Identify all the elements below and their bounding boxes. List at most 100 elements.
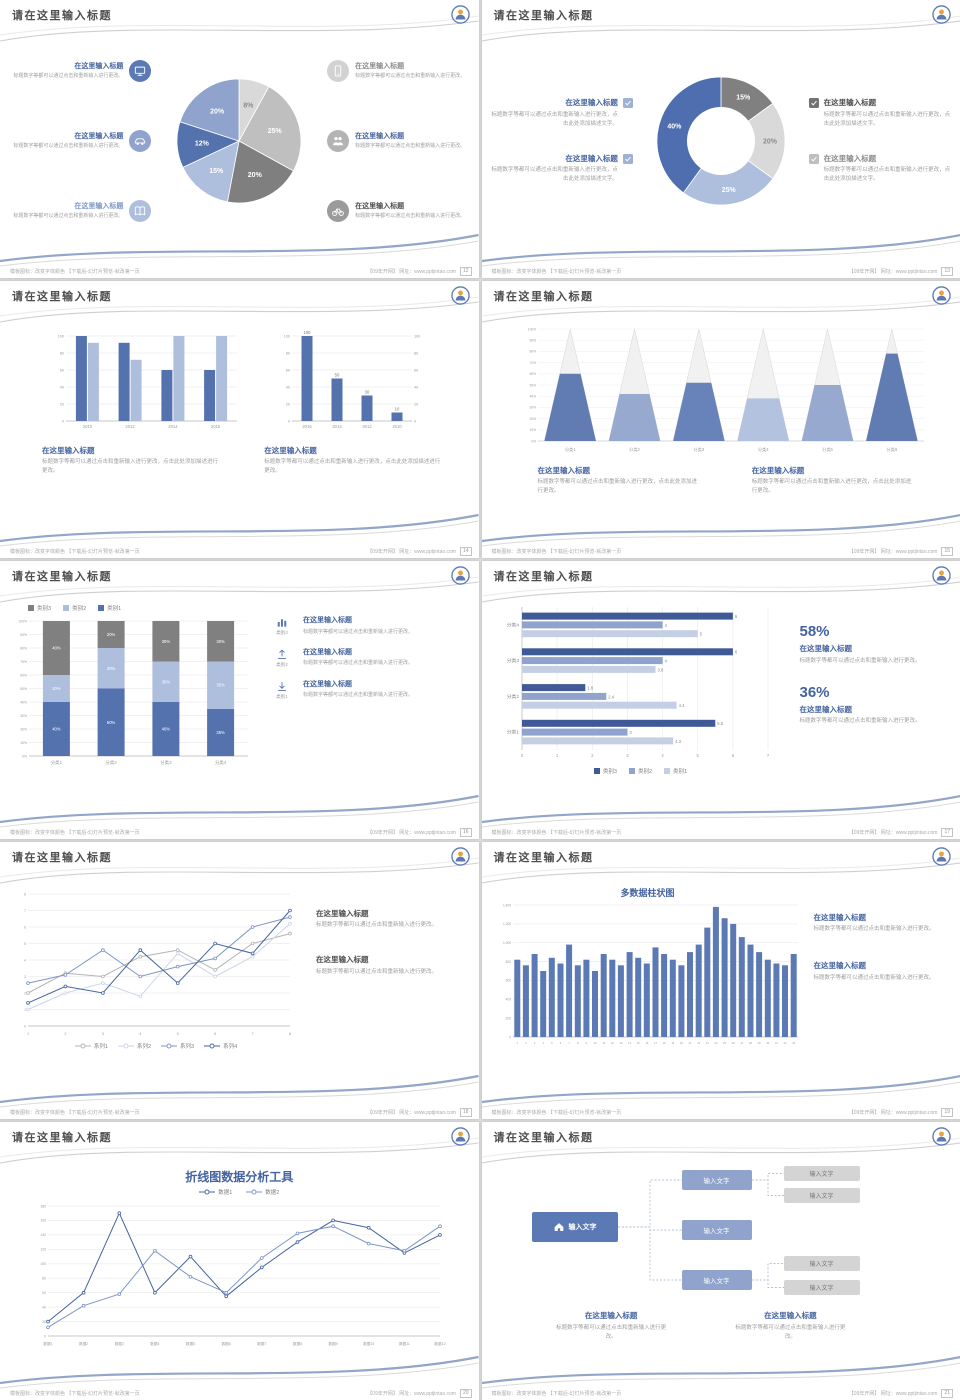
flow-mid-box[interactable]: 输入文字	[681, 1220, 752, 1241]
slide-16[interactable]: 请在这里输入标题 类别3 类别2 类别1 0% 10% 20% 30% 40% 50% 60% 70%…	[0, 561, 479, 839]
svg-text:6: 6	[24, 925, 26, 929]
checklist-item: 在这里输入标题 标题数字等都可以通过点击和重新输入进行更改，点击此处添加描述文字。	[808, 153, 952, 185]
legend-label: 类别1	[107, 606, 122, 613]
legend-marker	[199, 1189, 216, 1195]
flow-root-box[interactable]: 输入文字	[531, 1212, 618, 1243]
legend-swatch	[593, 768, 600, 775]
slide-14[interactable]: 请在这里输入标题 0 20 40 60 80 100 2010 2012 2014 2016 0 0 20…	[0, 280, 479, 559]
footer-right-text: 【09年开网】 网址：www.pptjintao.com	[848, 268, 938, 275]
info-item-texts: 在这里输入标题 标题数字等都可以通过点击和重新输入进行更改。	[355, 131, 465, 150]
legend-swatch	[63, 605, 70, 612]
footer-left-text: 模板图标：改变字体颜色 【下载后-幻灯片预览-就改第一页	[10, 549, 140, 556]
slide-18[interactable]: 请在这里输入标题 0 1 2 3 4 5 6 7 8 1 2 3 4 5 6 7 8 系列1 系列2 系列3 系列4 在这里…	[0, 841, 479, 1120]
slide-footer: 模板图标：改变字体颜色 【下载后-幻灯片预览-就改第一页 【09年开网】 网址：w…	[10, 266, 472, 276]
pyramid-chart: 0% 10% 20% 30% 40% 50% 60% 70% 80% 90% 100% 分类1 分类2 分…	[520, 325, 929, 453]
stacked-info-item: 类别1 在这里输入标题 标题数字等都可以通过点击和重新输入进行更改。	[268, 679, 467, 700]
svg-text:30%: 30%	[107, 666, 116, 671]
flow-mid-box[interactable]: 输入文字	[681, 1270, 752, 1291]
svg-text:40%: 40%	[52, 727, 61, 732]
info-item: 在这里输入标题 标题数字等都可以通过点击和重新输入进行更改。	[327, 129, 470, 152]
footer-right-group: 【09年开网】 网址：www.pptjintao.com 19	[849, 1108, 953, 1118]
page-number: 12	[459, 266, 472, 276]
svg-text:16: 16	[645, 1041, 648, 1045]
slide-13[interactable]: 请在这里输入标题 在这里输入标题 标题数字等都可以通过点击和重新输入进行更改，点击此…	[481, 0, 960, 278]
svg-text:120: 120	[40, 1248, 46, 1252]
flow-right-label: 输入文字	[809, 1194, 834, 1201]
info-item-heading: 在这里输入标题	[74, 63, 124, 71]
svg-text:17: 17	[654, 1041, 657, 1045]
checkbox-icon[interactable]	[622, 153, 633, 164]
text-block: 在这里输入标题 标题数字等都可以通过点击和重新输入进行更改。	[814, 960, 947, 983]
slide-21[interactable]: 请在这里输入标题 输入文字 输入文字 输入文字 输入文字 输入文字 输入文字 输入文字 输入文字…	[481, 1122, 960, 1400]
flow-right-box[interactable]: 输入文字	[783, 1166, 860, 1182]
svg-text:40: 40	[286, 385, 290, 389]
svg-text:160: 160	[40, 1219, 46, 1223]
flow-right-box[interactable]: 输入文字	[783, 1256, 860, 1272]
page-title: 请在这里输入标题	[12, 851, 112, 864]
svg-text:2010: 2010	[393, 424, 403, 429]
svg-text:100: 100	[414, 334, 420, 338]
slide-20[interactable]: 请在这里输入标题 折线图数据分析工具 数据1 数据2 0 20 40 60 80 100 120 14…	[0, 1122, 479, 1400]
svg-text:1: 1	[24, 1008, 26, 1012]
svg-text:数据6: 数据6	[222, 1341, 231, 1346]
text-blocks-row: 在这里输入标题 标题数字等都可以通过点击和重新输入进行更改。 在这里输入标题 标题数字…	[316, 908, 463, 977]
text-block: 在这里输入标题 标题数字等都可以通过点击和重新输入进行更改。	[814, 912, 947, 935]
info-item-heading: 在这里输入标题	[74, 203, 124, 211]
page-number: 16	[459, 827, 472, 837]
checkbox-icon[interactable]	[808, 153, 819, 164]
page-number: 17	[941, 827, 953, 837]
svg-text:33: 33	[792, 1041, 795, 1045]
checklist-item-texts: 在这里输入标题 标题数字等都可以通过点击和重新输入进行更改，点击此处添加描述文字。	[824, 97, 952, 129]
info-item-heading: 在这里输入标题	[355, 63, 405, 71]
flow-mid-box[interactable]: 输入文字	[681, 1170, 752, 1191]
slide-footer: 模板图标：改变字体颜色 【下载后-幻灯片预览-就改第一页 【09年开网】 网址：w…	[10, 1389, 472, 1398]
stat-body: 标题数字等都可以通过点击和重新输入进行更改。	[799, 657, 921, 664]
school-logo-icon	[450, 285, 470, 305]
checkbox-icon[interactable]	[622, 98, 633, 109]
text-block-body: 标题数字等都可以通过点击和重新输入进行更改。	[735, 1324, 846, 1340]
slide-15[interactable]: 请在这里输入标题 0% 10% 20% 30% 40% 50% 60% 70% 80% 90% 100…	[481, 280, 960, 559]
legend-item: 类别3	[593, 767, 617, 775]
svg-text:分类2: 分类2	[629, 446, 640, 453]
checklist-item-texts: 在这里输入标题 标题数字等都可以通过点击和重新输入进行更改，点击此处添加描述文字。	[824, 153, 952, 185]
info-item-body: 标题数字等都可以通过点击和重新输入进行更改。	[355, 142, 466, 149]
legend-marker	[74, 1043, 91, 1049]
text-block: 在这里输入标题 标题数字等都可以通过点击和重新输入进行更改。	[552, 1310, 671, 1342]
flow-right-box[interactable]: 输入文字	[783, 1188, 860, 1204]
slide-footer: 模板图标：改变字体颜色 【下载后-幻灯片预览-就改第一页 【09年开网】 网址：w…	[10, 1108, 472, 1118]
svg-text:20%: 20%	[210, 108, 225, 115]
bottom-swoosh	[481, 1074, 960, 1108]
flow-right-box[interactable]: 输入文字	[783, 1280, 860, 1296]
legend-label: 系列2	[136, 1043, 151, 1050]
checkbox-icon[interactable]	[808, 98, 819, 109]
footer-right-group: 【09年开网】 网址：www.pptjintao.com 15	[849, 547, 953, 557]
svg-text:27: 27	[740, 1041, 743, 1045]
bar-charts-row: 0 20 40 60 80 100 2010 2012 2014 2016 0 0 20 20 40 40 60…	[30, 327, 449, 431]
slide-19[interactable]: 请在这里输入标题 多数据柱状图 0 200 400 600 800 1,000 1,200 1,4…	[481, 841, 960, 1120]
chart-legend: 类别3 类别2 类别1	[496, 767, 786, 775]
svg-text:4: 4	[664, 623, 667, 628]
svg-text:0%: 0%	[22, 754, 27, 758]
text-block-body: 标题数字等都可以通过点击和重新输入进行更改，点击此处添加描述进行更改。	[42, 459, 219, 475]
info-item-texts: 在这里输入标题 标题数字等都可以通过点击和重新输入进行更改。	[13, 131, 123, 150]
svg-text:30%: 30%	[216, 639, 225, 644]
slide-12[interactable]: 请在这里输入标题 在这里输入标题 标题数字等都可以通过点击和重新输入进行更改。 在这里…	[0, 0, 479, 278]
svg-text:1,000: 1,000	[503, 941, 511, 945]
svg-text:1.8: 1.8	[587, 686, 593, 691]
svg-text:24: 24	[714, 1041, 717, 1045]
svg-text:22: 22	[697, 1041, 700, 1045]
svg-text:分类1: 分类1	[564, 446, 575, 453]
flow-diagram: 输入文字 输入文字 输入文字 输入文字 输入文字 输入文字 输入文字 输入文字	[531, 1164, 936, 1296]
checklist-item-heading: 在这里输入标题	[823, 98, 877, 108]
svg-text:8: 8	[289, 1032, 291, 1036]
slide-17[interactable]: 请在这里输入标题 0 1 2 3 4 5 6 7 6 4 5 分类4 6 4 3.8 分类3 1.8 2.4 4.4 分…	[481, 561, 960, 839]
legend-label: 数据2	[265, 1190, 280, 1197]
text-block-heading: 在这里输入标题	[751, 465, 805, 475]
text-block-body: 标题数字等都可以通过点击和重新输入进行更改。	[316, 968, 438, 975]
svg-text:2012: 2012	[126, 424, 136, 429]
checklist-item-heading: 在这里输入标题	[823, 153, 877, 163]
donut-chart: 15% 20% 25% 40%	[633, 36, 809, 246]
flow-mid-label: 输入文字	[703, 1278, 730, 1286]
